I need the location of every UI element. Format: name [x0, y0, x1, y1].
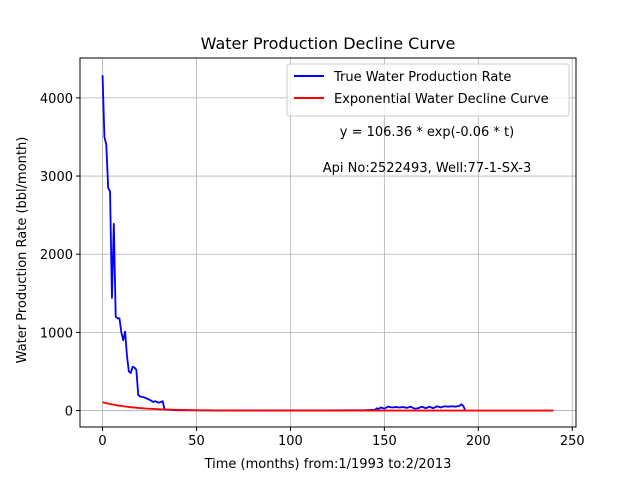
x-tick-label: 0 — [98, 434, 106, 449]
legend-label-exp-curve: Exponential Water Decline Curve — [334, 92, 549, 107]
chart-title: Water Production Decline Curve — [201, 34, 456, 53]
equation-annotation: y = 106.36 * exp(-0.06 * t) — [340, 125, 514, 140]
x-tick-label: 250 — [560, 434, 585, 449]
axis-ticks: 0 50 100 150 200 250 0 1000 2000 3000 4000 — [40, 92, 585, 449]
x-tick-label: 50 — [188, 434, 205, 449]
y-axis-label: Water Production Rate (bbl/month) — [15, 137, 30, 364]
x-tick-label: 150 — [372, 434, 397, 449]
y-tick-label: 4000 — [40, 92, 73, 107]
y-tick-label: 3000 — [40, 170, 73, 185]
y-tick-label: 0 — [65, 405, 73, 420]
plot-area — [101, 75, 554, 412]
x-tick-label: 200 — [466, 434, 491, 449]
exp-decline-line — [102, 401, 554, 412]
well-annotation: Api No:2522493, Well:77-1-SX-3 — [323, 161, 531, 176]
y-tick-label: 1000 — [40, 326, 73, 341]
legend-label-true-rate: True Water Production Rate — [333, 70, 511, 85]
x-axis-label: Time (months) from:1/1993 to:2/2013 — [204, 457, 452, 472]
legend: True Water Production Rate Exponential W… — [286, 63, 570, 117]
legend-box — [286, 63, 570, 117]
axes-frame — [79, 57, 577, 428]
y-tick-label: 2000 — [40, 248, 73, 263]
x-tick-label: 100 — [278, 434, 303, 449]
